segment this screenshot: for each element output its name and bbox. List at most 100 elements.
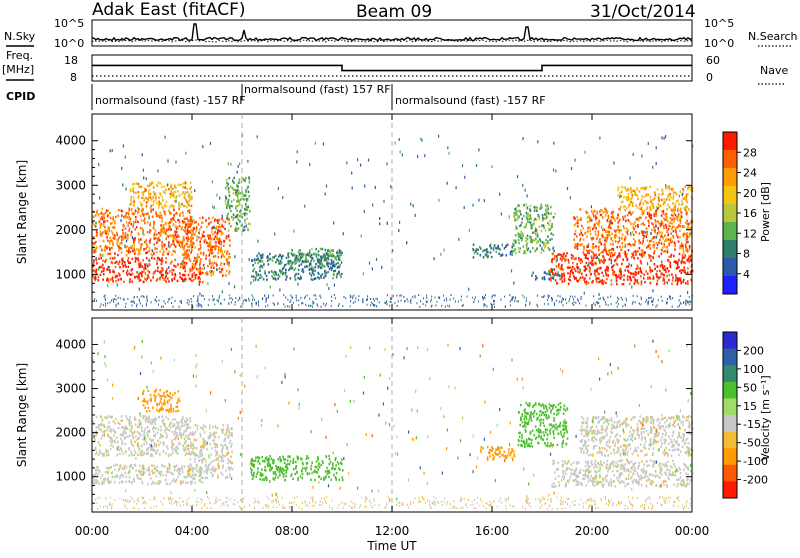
power-cell xyxy=(294,254,296,256)
power-cell xyxy=(130,274,132,276)
power-cell xyxy=(299,249,301,251)
velocity-cell xyxy=(109,429,111,431)
velocity-cell xyxy=(96,426,98,428)
power-cell xyxy=(666,275,668,277)
power-ground-clutter xyxy=(399,295,400,297)
power-ground-clutter xyxy=(201,295,202,297)
power-ground-clutter xyxy=(451,294,452,296)
power-cell xyxy=(230,210,232,212)
power-cell xyxy=(137,221,139,223)
power-sparse-cell xyxy=(499,193,500,196)
power-cell xyxy=(213,256,215,258)
power-cell xyxy=(135,192,137,194)
power-ground-clutter xyxy=(560,295,561,297)
power-ground-clutter xyxy=(252,299,253,301)
power-cell xyxy=(167,253,169,255)
power-cell xyxy=(596,281,598,283)
velocity-cell xyxy=(124,465,126,467)
power-cell xyxy=(226,252,228,254)
power-ground-clutter xyxy=(431,296,432,298)
power-cell xyxy=(208,217,210,219)
power-cell xyxy=(114,262,116,264)
power-cell xyxy=(644,281,646,283)
power-cell xyxy=(310,255,312,257)
power-sparse-cell xyxy=(146,177,147,180)
power-cell xyxy=(161,220,163,222)
power-cell xyxy=(216,245,218,247)
power-cell xyxy=(577,280,579,282)
velocity-cell xyxy=(128,472,130,474)
power-cell xyxy=(668,270,670,272)
power-cell xyxy=(138,183,140,185)
power-cell xyxy=(547,210,549,212)
power-cell xyxy=(312,257,314,259)
power-cell xyxy=(211,265,213,267)
power-sparse-cell xyxy=(611,261,612,264)
power-cell xyxy=(144,241,146,243)
power-cell xyxy=(607,211,609,213)
power-cell xyxy=(178,202,180,204)
power-cell xyxy=(284,264,286,266)
power-cell xyxy=(516,228,518,230)
power-cell xyxy=(186,217,188,219)
power-cell xyxy=(173,223,175,225)
power-cell xyxy=(193,228,195,230)
power-cell xyxy=(179,272,181,274)
velocity-cell xyxy=(178,426,180,428)
power-cell xyxy=(673,191,675,193)
power-ground-clutter xyxy=(292,297,293,299)
velocity-cell xyxy=(156,482,158,484)
power-cell xyxy=(108,253,110,255)
power-ground-clutter xyxy=(127,298,128,300)
velocity-cell xyxy=(174,392,176,394)
power-cell xyxy=(558,266,560,268)
power-cell xyxy=(145,239,147,241)
power-cell xyxy=(637,257,639,259)
power-sparse-cell xyxy=(214,226,215,229)
power-cell xyxy=(686,194,688,196)
power-cell xyxy=(226,182,228,184)
power-cell xyxy=(212,246,214,248)
power-sparse-cell xyxy=(399,221,400,224)
velocity-cell xyxy=(160,429,162,431)
power-cell xyxy=(618,253,620,255)
power-sparse-cell xyxy=(511,269,512,272)
power-cell xyxy=(684,233,686,235)
power-cell xyxy=(574,278,576,280)
velocity-cell xyxy=(126,466,128,468)
power-ground-clutter xyxy=(569,298,570,300)
power-cell xyxy=(623,283,625,285)
power-ground-clutter xyxy=(425,305,426,307)
power-cell xyxy=(138,211,140,213)
velocity-cell xyxy=(158,393,160,395)
velocity-cell xyxy=(133,437,135,439)
power-cell xyxy=(641,249,643,251)
power-sparse-cell xyxy=(652,166,653,169)
power-cell xyxy=(673,218,675,220)
power-cell xyxy=(136,271,138,273)
power-cell xyxy=(149,189,151,191)
power-ground-clutter xyxy=(689,300,690,302)
power-cell xyxy=(541,252,543,254)
power-cell xyxy=(325,249,327,251)
power-cell xyxy=(648,222,650,224)
power-cell xyxy=(579,234,581,236)
velocity-cell xyxy=(102,474,104,476)
power-cell xyxy=(550,279,552,281)
power-sparse-cell xyxy=(687,291,688,294)
velocity-cell xyxy=(162,465,164,467)
power-ground-clutter xyxy=(657,304,658,306)
power-cell xyxy=(154,247,156,249)
power-cell xyxy=(580,258,582,260)
power-cell xyxy=(565,258,567,260)
velocity-cell xyxy=(130,422,132,424)
power-cell xyxy=(649,240,651,242)
power-cell xyxy=(301,253,303,255)
velocity-cell xyxy=(177,448,179,450)
power-cell xyxy=(622,186,624,188)
power-cell xyxy=(668,228,670,230)
power-ground-clutter xyxy=(661,296,662,298)
power-cell xyxy=(588,215,590,217)
power-cell xyxy=(158,204,160,206)
power-sparse-cell xyxy=(571,167,572,170)
